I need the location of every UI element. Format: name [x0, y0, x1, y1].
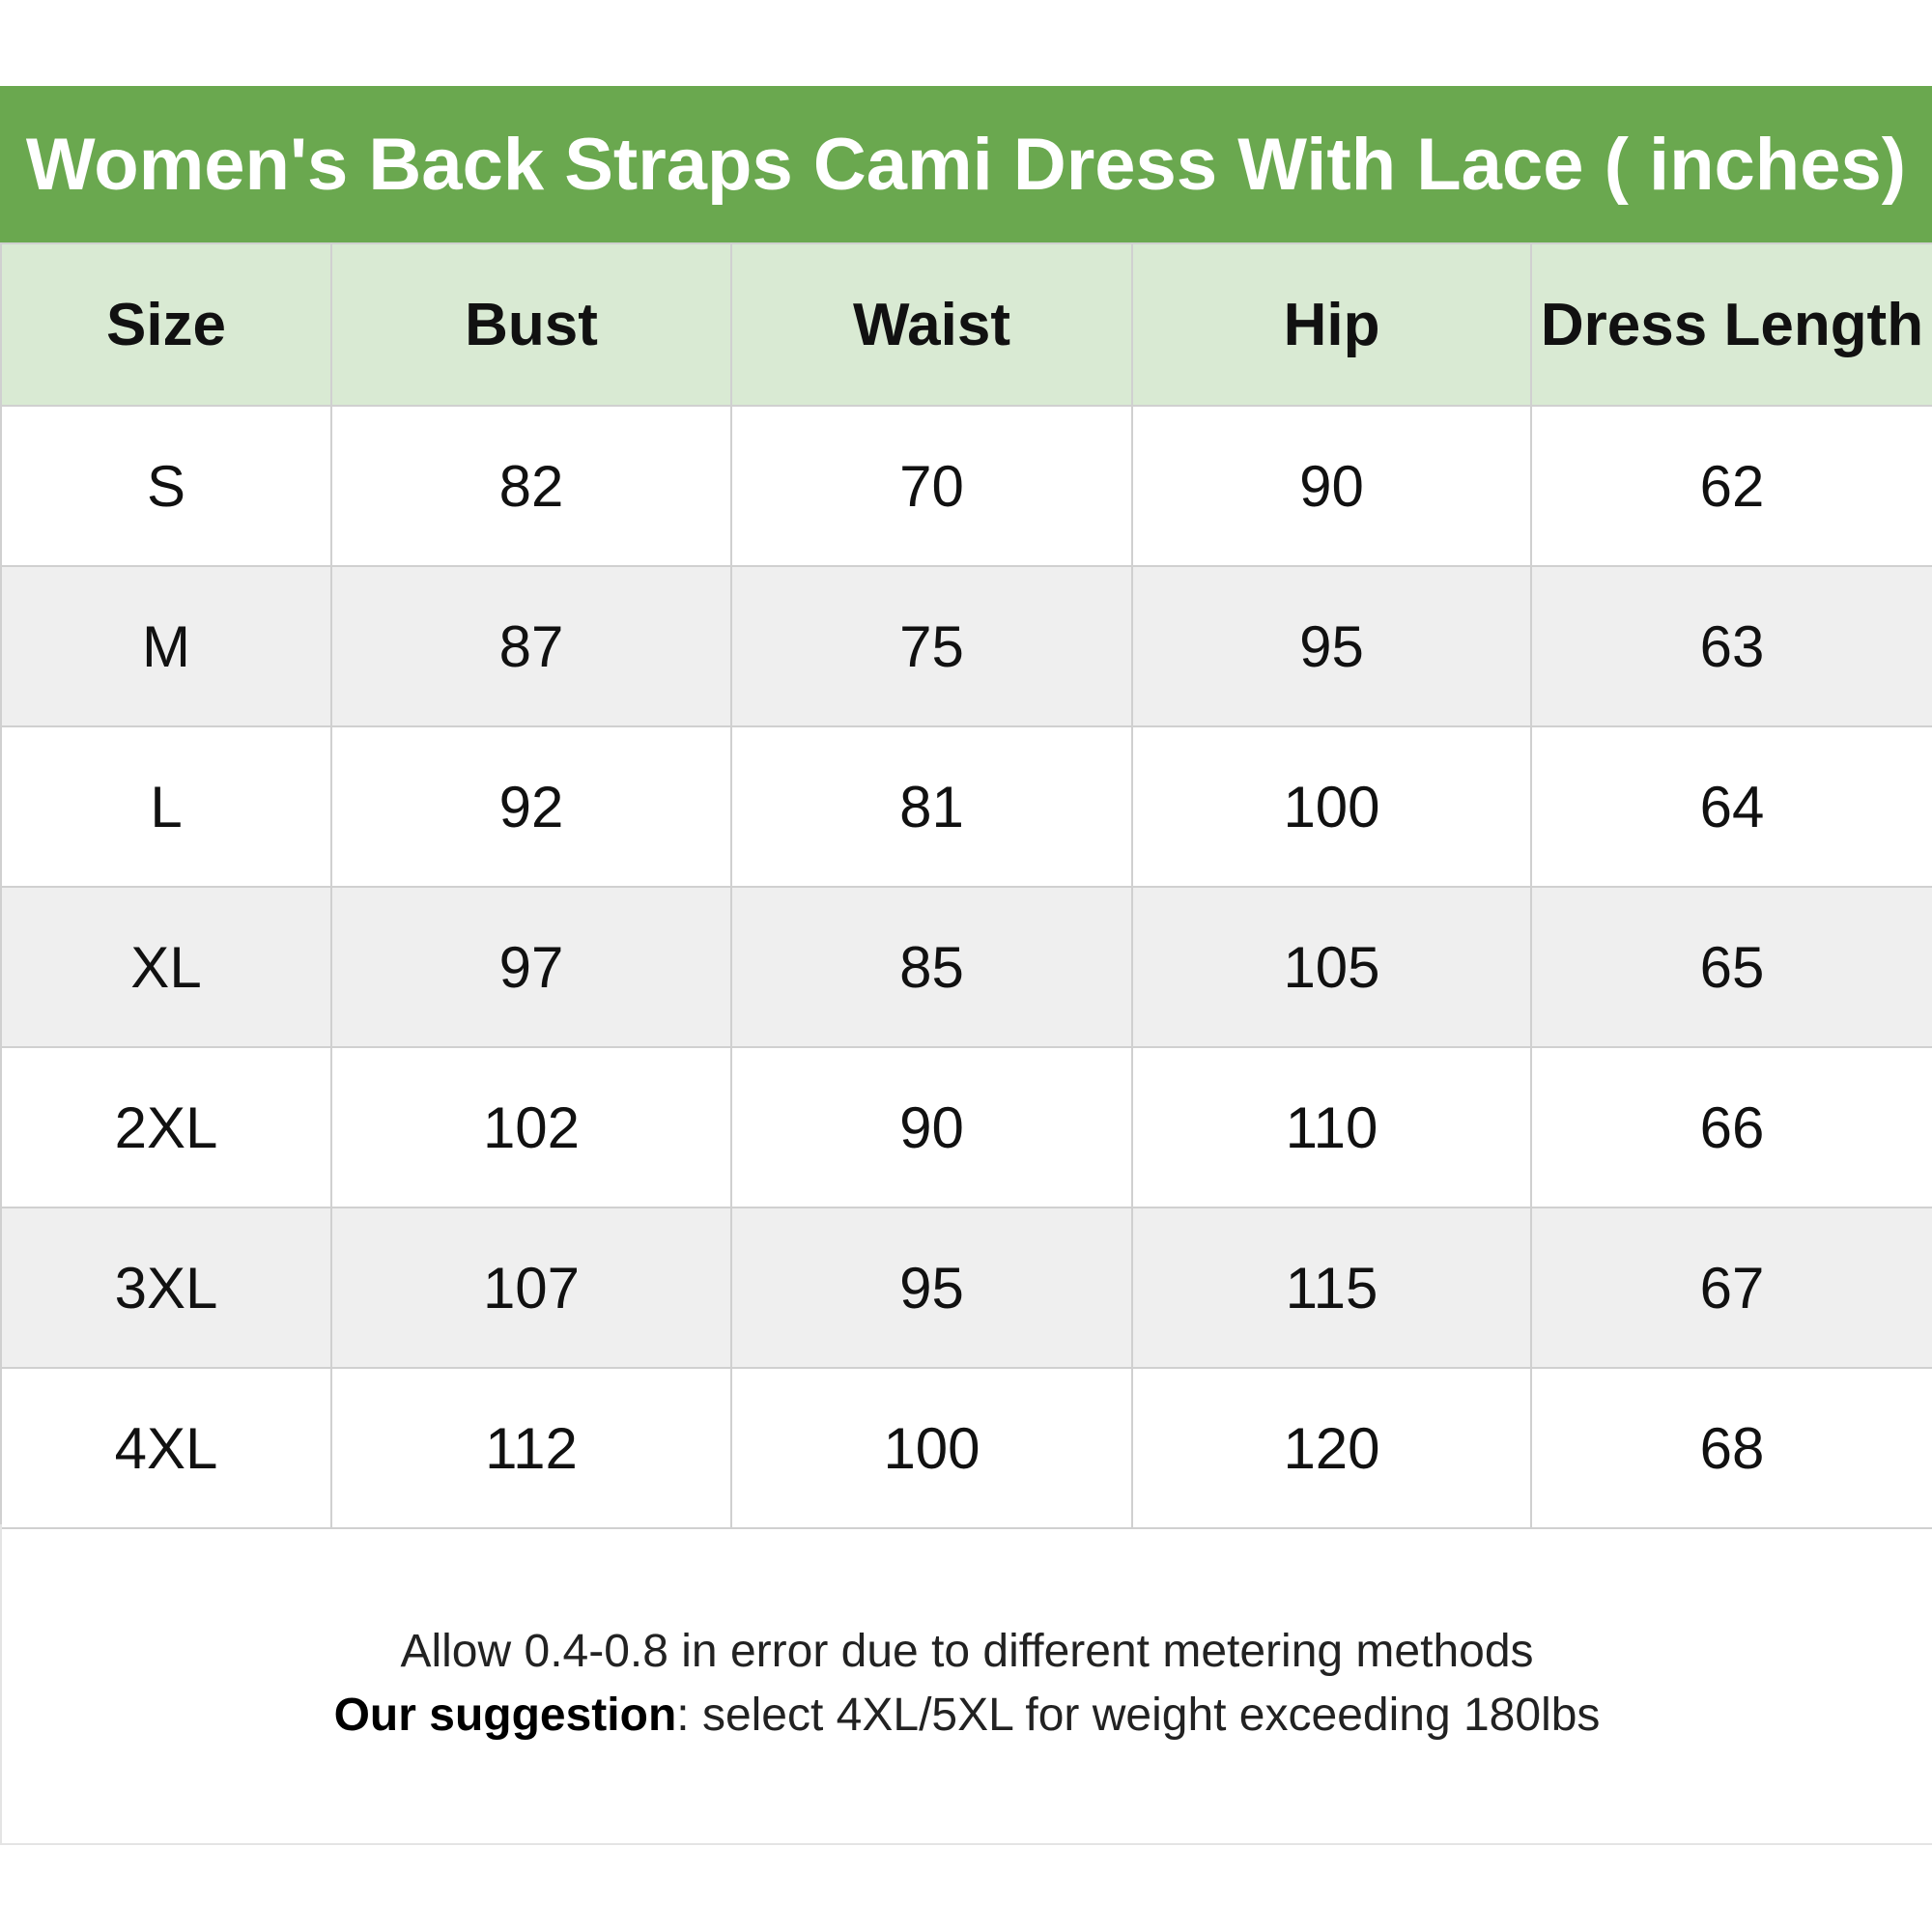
header-waist: Waist: [730, 242, 1133, 407]
chart-title: Women's Back Straps Cami Dress With Lace…: [0, 86, 1932, 242]
table-cell: 92: [330, 725, 732, 888]
table-row: 4XL 112 100 120 68: [0, 1367, 1932, 1529]
table-cell: 95: [730, 1207, 1133, 1369]
table-cell: 90: [1131, 405, 1532, 567]
table-cell: 65: [1530, 886, 1932, 1048]
table-cell: 81: [730, 725, 1133, 888]
table-row: M 87 75 95 63: [0, 565, 1932, 727]
header-size: Size: [0, 242, 332, 407]
table-cell: L: [0, 725, 332, 888]
table-row: 2XL 102 90 110 66: [0, 1046, 1932, 1208]
table-cell: 67: [1530, 1207, 1932, 1369]
table-cell: 95: [1131, 565, 1532, 727]
table-cell: 82: [330, 405, 732, 567]
table-cell: 115: [1131, 1207, 1532, 1369]
table-cell: 62: [1530, 405, 1932, 567]
table-cell: M: [0, 565, 332, 727]
table-cell: 63: [1530, 565, 1932, 727]
suggestion-label: Our suggestion: [333, 1690, 677, 1741]
table-cell: 66: [1530, 1046, 1932, 1208]
header-row: Size Bust Waist Hip Dress Length: [0, 242, 1932, 407]
table-cell: 90: [730, 1046, 1133, 1208]
table-cell: 64: [1530, 725, 1932, 888]
suggestion-text: : select 4XL/5XL for weight exceeding 18…: [676, 1690, 1601, 1741]
header-hip: Hip: [1131, 242, 1532, 407]
table-cell: 75: [730, 565, 1133, 727]
table-cell: 2XL: [0, 1046, 332, 1208]
table-cell: 102: [330, 1046, 732, 1208]
measurement-note: Allow 0.4-0.8 in error due to different …: [400, 1626, 1534, 1677]
table-cell: 120: [1131, 1367, 1532, 1529]
table-row: 3XL 107 95 115 67: [0, 1207, 1932, 1369]
size-table: Size Bust Waist Hip Dress Length S 82 70 90…: [0, 242, 1932, 1529]
table-cell: 87: [330, 565, 732, 727]
table-cell: 3XL: [0, 1207, 332, 1369]
table-cell: 100: [730, 1367, 1133, 1529]
table-cell: 107: [330, 1207, 732, 1369]
table-cell: 70: [730, 405, 1133, 567]
table-cell: 97: [330, 886, 732, 1048]
table-cell: 68: [1530, 1367, 1932, 1529]
suggestion-line: Our suggestion: select 4XL/5XL for weigh…: [334, 1684, 1601, 1747]
table-cell: 110: [1131, 1046, 1532, 1208]
table-row: XL 97 85 105 65: [0, 886, 1932, 1048]
header-dress-length: Dress Length: [1530, 242, 1932, 407]
header-bust: Bust: [330, 242, 732, 407]
table-cell: 85: [730, 886, 1133, 1048]
table-cell: 105: [1131, 886, 1532, 1048]
table-cell: S: [0, 405, 332, 567]
table-cell: 100: [1131, 725, 1532, 888]
table-row: L 92 81 100 64: [0, 725, 1932, 888]
table-row: S 82 70 90 62: [0, 405, 1932, 567]
table-cell: XL: [0, 886, 332, 1048]
footer-notes: Allow 0.4-0.8 in error due to different …: [0, 1524, 1932, 1845]
table-cell: 112: [330, 1367, 732, 1529]
table-cell: 4XL: [0, 1367, 332, 1529]
